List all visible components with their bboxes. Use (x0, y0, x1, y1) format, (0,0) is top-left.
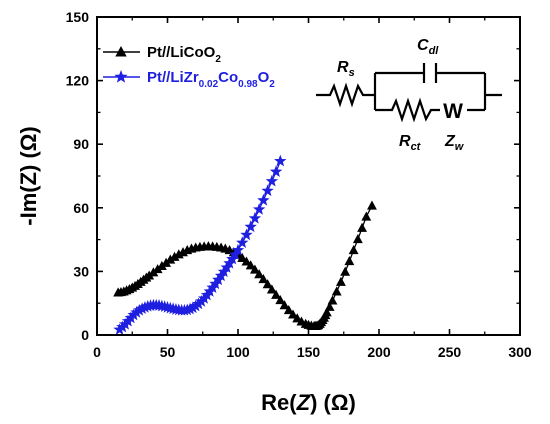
legend-marker (115, 46, 126, 57)
legend-entry-1: Pt//LiCoO2 (103, 44, 221, 65)
data-point (361, 212, 371, 221)
y-tick-label: 90 (73, 136, 89, 152)
x-tick-label: 150 (297, 344, 321, 360)
y-axis-title: -Im(Z) (Ω) (16, 126, 41, 226)
legend-label: Pt//LiCoO2 (147, 44, 221, 65)
data-point (336, 277, 346, 286)
data-point (367, 200, 377, 209)
warburg-symbol: W (443, 100, 463, 123)
data-point (353, 234, 363, 243)
data-point (328, 295, 338, 304)
x-tick-label: 100 (226, 344, 250, 360)
x-tick-label: 0 (93, 344, 101, 360)
data-point (349, 245, 359, 254)
right-rail (485, 73, 502, 110)
x-axis-title: Re(Z) (Ω) (261, 390, 356, 415)
equivalent-circuit: W Rs Cdl Rct Zw (316, 37, 502, 153)
series-layer (113, 155, 377, 335)
legend-label: Pt//LiZr0.02Co0.98O2 (147, 69, 275, 90)
rct-label: Rct (399, 133, 422, 153)
plot-frame (97, 17, 520, 335)
data-point (274, 155, 286, 167)
y-tick-label: 60 (73, 200, 89, 216)
legend-marker (114, 70, 127, 83)
y-tick-label: 30 (73, 263, 89, 279)
y-tick-label: 150 (66, 9, 90, 25)
zw-label: Zw (444, 133, 465, 153)
x-tick-label: 300 (508, 344, 532, 360)
x-tick-label: 200 (367, 344, 391, 360)
axes-layer: 0 50 100 150 200 250 300 0 30 60 90 120 150 Re(Z) (Ω)… (16, 9, 532, 415)
x-tick-label: 50 (160, 344, 176, 360)
legend-entry-2: Pt//LiZr0.02Co0.98O2 (103, 69, 275, 90)
cdl-capacitor (424, 63, 436, 83)
rs-label: Rs (337, 59, 355, 79)
legend: Pt//LiCoO2 Pt//LiZr0.02Co0.98O2 (103, 44, 275, 90)
data-point (357, 223, 367, 232)
rct-resistor (375, 101, 440, 119)
data-point (340, 267, 350, 276)
rs-resistor (316, 86, 375, 104)
data-point (332, 286, 342, 295)
cdl-label: Cdl (417, 37, 439, 57)
series-1 (113, 200, 377, 330)
x-tick-label: 250 (438, 344, 462, 360)
y-tick-label: 120 (66, 73, 90, 89)
data-point (344, 256, 354, 265)
y-tick-label: 0 (81, 327, 89, 343)
